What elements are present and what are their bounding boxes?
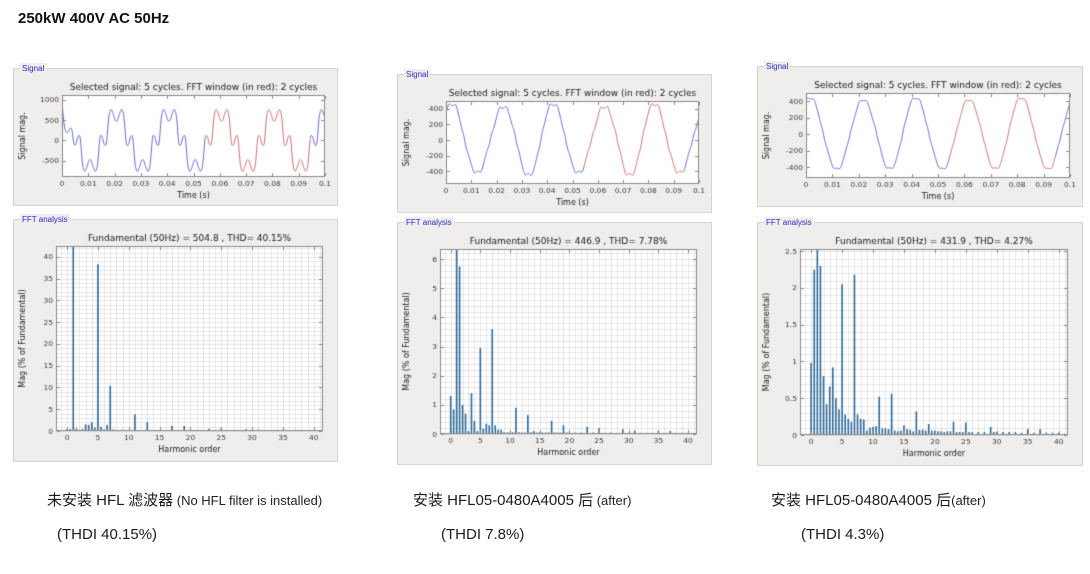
fft-group-label-3: FFT analysis [764, 217, 814, 228]
fft-groupbox-3: FFT analysis [757, 217, 1083, 466]
signal-groupbox-3: Signal [757, 61, 1083, 207]
fft-groupbox-2: FFT analysis [397, 217, 712, 465]
fft-group-label-1: FFT analysis [20, 214, 70, 225]
caption-panel-3: 安装 HFL05-0480A4005 后(after) (THDI 4.3%) [757, 489, 1083, 543]
caption-panel-2: 安装 HFL05-0480A4005 后 (after) (THDI 7.8%) [397, 489, 712, 543]
signal-group-label-1: Signal [20, 63, 47, 74]
fft-plot-canvas-3 [760, 233, 1080, 465]
signal-plot-canvas-1 [16, 79, 335, 205]
caption-line1: 未安装 HFL 滤波器 (No HFL filter is installed) [13, 489, 338, 510]
signal-plot-canvas-3 [760, 77, 1080, 206]
fft-plot-canvas-1 [16, 230, 335, 461]
caption-thdi: (THDI 4.3%) [801, 526, 885, 543]
fft-groupbox-1: FFT analysis [13, 214, 338, 462]
signal-plot-canvas-2 [400, 85, 709, 212]
fft-group-label-2: FFT analysis [404, 217, 454, 228]
caption-line1: 安装 HFL05-0480A4005 后(after) [757, 489, 1083, 510]
fft-plot-canvas-2 [400, 233, 709, 464]
caption-main: 安装 HFL05-0480A4005 后 [413, 492, 594, 509]
caption-suffix: (No HFL filter is installed) [173, 493, 323, 508]
signal-groupbox-2: Signal [397, 69, 712, 213]
caption-thdi: (THDI 7.8%) [441, 526, 525, 543]
caption-panel-1: 未安装 HFL 滤波器 (No HFL filter is installed)… [13, 489, 338, 543]
signal-groupbox-1: Signal [13, 63, 338, 206]
caption-line1: 安装 HFL05-0480A4005 后 (after) [397, 489, 712, 510]
page-title: 250kW 400V AC 50Hz [18, 10, 170, 27]
signal-group-label-3: Signal [764, 61, 791, 72]
caption-suffix: (after) [593, 493, 632, 508]
signal-group-label-2: Signal [404, 69, 431, 80]
caption-suffix: (after) [951, 493, 986, 508]
caption-main: 安装 HFL05-0480A4005 后 [771, 492, 952, 509]
caption-thdi: (THDI 40.15%) [57, 526, 158, 543]
caption-main: 未安装 HFL 滤波器 [47, 492, 174, 509]
